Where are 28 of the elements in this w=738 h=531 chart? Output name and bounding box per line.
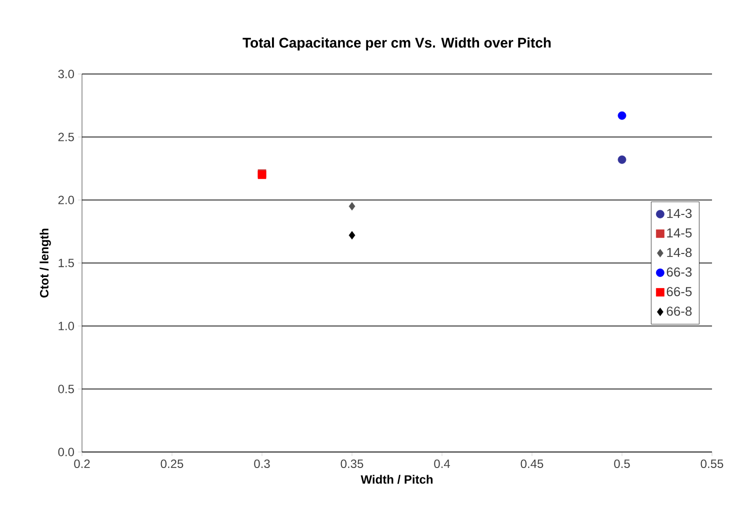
- point: [618, 111, 626, 120]
- x-tick-label: 0.35: [340, 460, 364, 468]
- y-tick-label: 0.5: [58, 384, 74, 394]
- y-tick-label: 1.5: [58, 258, 74, 268]
- point: [348, 202, 356, 210]
- legend-label: 66-3: [666, 267, 692, 277]
- x-tick-label: 0.2: [74, 460, 90, 468]
- x-axis-title: Width / Pitch: [360, 474, 433, 484]
- legend-label: 66-5: [666, 287, 692, 296]
- point: [618, 155, 626, 164]
- y-tick-label: 1.0: [58, 322, 74, 330]
- x-tick-label: 0.25: [160, 460, 184, 468]
- point: [348, 231, 356, 240]
- x-tick-label: 0.5: [614, 460, 630, 468]
- y-tick-label: 2.0: [58, 196, 74, 204]
- legend-label: 66-8: [666, 306, 692, 316]
- x-tick-label: 0.4: [434, 460, 450, 468]
- x-tick-label: 0.55: [700, 460, 724, 468]
- y-tick-label: 3.0: [58, 70, 74, 78]
- chart-title: Total Capacitance per cm Vs. Width over Pitch: [242, 37, 551, 50]
- legend-label: 14-8: [667, 248, 692, 258]
- x-tick-label: 0.45: [520, 460, 544, 468]
- legend-label: 14-5: [667, 228, 692, 238]
- y-tick-label: 0.0: [58, 448, 74, 456]
- x-tick-label: 0.3: [254, 460, 270, 468]
- y-axis-title: Ctot / length: [40, 228, 51, 298]
- legend-label: 14-3: [667, 208, 692, 218]
- y-tick-label: 2.5: [58, 132, 74, 142]
